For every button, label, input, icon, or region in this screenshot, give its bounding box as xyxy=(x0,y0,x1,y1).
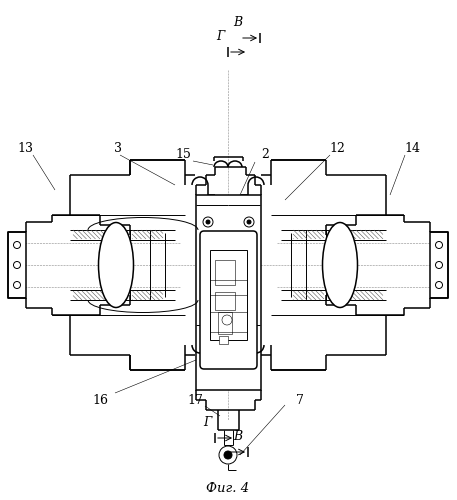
Text: 7: 7 xyxy=(296,394,304,406)
Ellipse shape xyxy=(323,222,357,308)
Bar xyxy=(215,292,235,310)
Bar xyxy=(210,250,247,340)
Text: 13: 13 xyxy=(17,142,33,154)
Text: 16: 16 xyxy=(92,394,108,406)
Circle shape xyxy=(247,361,251,365)
Circle shape xyxy=(206,220,210,224)
Bar xyxy=(215,260,235,285)
Text: Г: Г xyxy=(203,416,211,429)
Text: В: В xyxy=(234,16,243,29)
Text: Г: Г xyxy=(216,30,224,43)
Circle shape xyxy=(224,451,232,459)
Bar xyxy=(196,195,261,390)
Circle shape xyxy=(206,361,210,365)
Text: В: В xyxy=(234,430,243,443)
Text: 14: 14 xyxy=(404,142,420,154)
Circle shape xyxy=(247,220,251,224)
Text: Фиг. 4: Фиг. 4 xyxy=(207,482,250,494)
Ellipse shape xyxy=(99,222,133,308)
Bar xyxy=(430,232,448,298)
Bar xyxy=(8,232,26,298)
FancyBboxPatch shape xyxy=(200,231,257,369)
Bar xyxy=(218,312,232,334)
Text: 15: 15 xyxy=(175,148,191,162)
Text: 3: 3 xyxy=(114,142,122,154)
Text: 12: 12 xyxy=(329,142,345,154)
Text: 2: 2 xyxy=(261,148,269,162)
Bar xyxy=(219,336,228,344)
Text: 17: 17 xyxy=(187,394,203,406)
